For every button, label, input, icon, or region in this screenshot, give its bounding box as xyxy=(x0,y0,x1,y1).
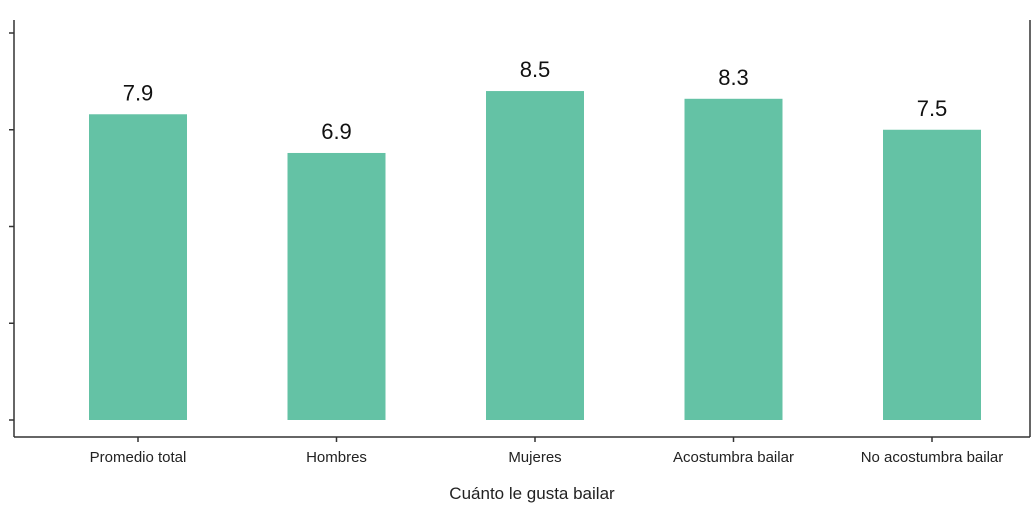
x-ticks: Promedio total Hombres Mujeres Acostumbra b… xyxy=(90,437,1004,466)
plot-area: 7.9 6.9 8.5 8.3 7.5 Promedio total Hombres Muj… xyxy=(9,20,1031,466)
x-tick-label: Acostumbra bailar xyxy=(673,449,794,466)
x-tick-label: Hombres xyxy=(306,449,367,466)
bar xyxy=(684,98,783,420)
bar-value-label: 8.5 xyxy=(520,57,551,82)
bar xyxy=(287,152,386,420)
bar xyxy=(883,129,981,420)
y-ticks xyxy=(9,32,14,421)
bars xyxy=(89,91,981,421)
bar xyxy=(89,114,187,421)
x-axis-title: Cuánto le gusta bailar xyxy=(449,484,615,503)
bar-value-label: 7.5 xyxy=(917,96,948,121)
x-tick-label: Mujeres xyxy=(508,449,561,466)
value-labels: 7.9 6.9 8.5 8.3 7.5 xyxy=(123,57,948,144)
x-tick-label: Promedio total xyxy=(90,449,187,466)
bar-value-label: 7.9 xyxy=(123,80,154,105)
bar-value-label: 8.3 xyxy=(718,65,749,90)
bar xyxy=(486,91,584,421)
x-tick-label: No acostumbra bailar xyxy=(861,449,1004,466)
bar-value-label: 6.9 xyxy=(321,119,352,144)
